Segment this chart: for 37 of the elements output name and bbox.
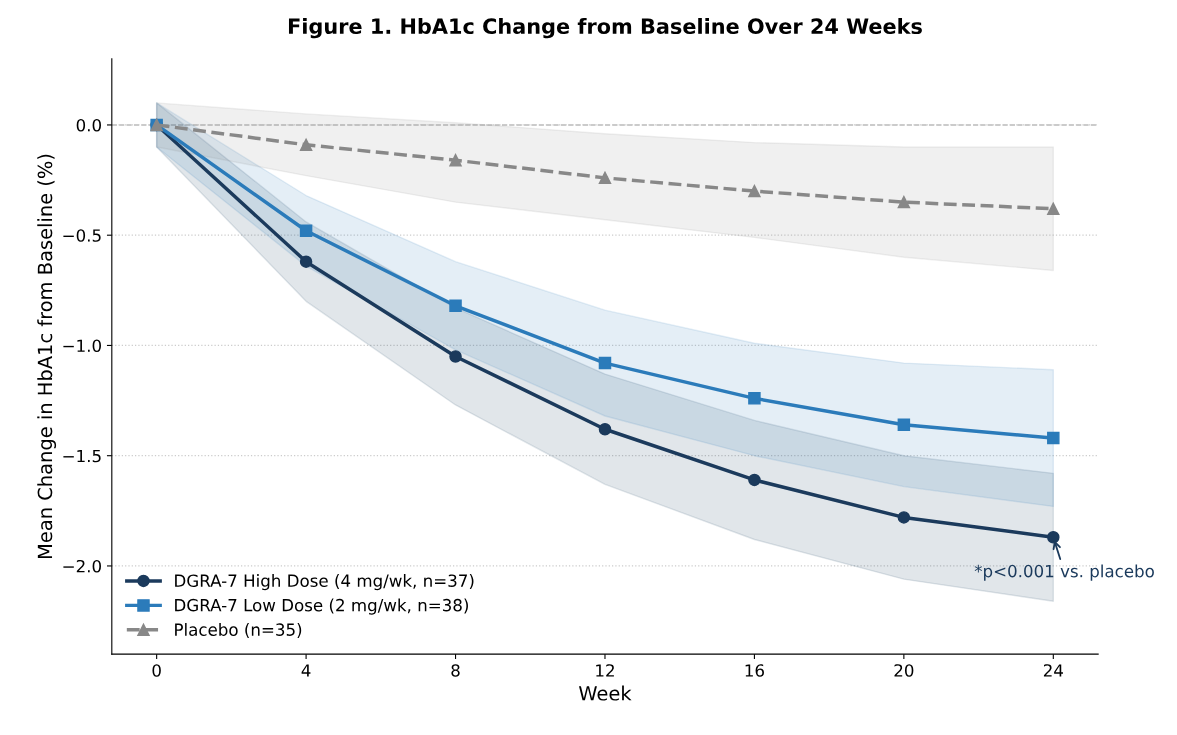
point bbox=[449, 350, 462, 363]
y-axis-title: Mean Change in HbA1c from Baseline (%) bbox=[37, 154, 57, 559]
point bbox=[598, 356, 612, 370]
point bbox=[1047, 431, 1060, 445]
point bbox=[748, 473, 761, 487]
point bbox=[299, 224, 313, 238]
point bbox=[897, 511, 911, 524]
y-tick-label: 0.0 bbox=[76, 118, 101, 132]
point bbox=[748, 184, 761, 198]
y-tick-label: −1.5 bbox=[63, 449, 101, 463]
y-tick-label: −1.0 bbox=[63, 339, 101, 353]
point bbox=[1047, 531, 1060, 544]
x-tick-label: 4 bbox=[301, 664, 311, 677]
legend-label: Placebo (n=35) bbox=[175, 623, 302, 638]
point bbox=[1047, 202, 1060, 215]
x-tick-label: 0 bbox=[152, 664, 161, 677]
y-tick-label: −2.0 bbox=[63, 559, 101, 573]
chart-title: Figure 1. HbA1c Change from Baseline Over 24 Weeks bbox=[288, 17, 922, 39]
x-tick-label: 16 bbox=[745, 664, 764, 677]
annotation: *p<0.001 vs. placebo bbox=[974, 564, 1154, 581]
point bbox=[598, 422, 612, 436]
x-tick-label: 20 bbox=[894, 664, 914, 677]
legend-label: DGRA-7 Low Dose (2 mg/wk, n=38) bbox=[175, 598, 468, 615]
y-tick-label: −0.5 bbox=[63, 229, 101, 242]
x-tick-label: 8 bbox=[451, 664, 460, 677]
point bbox=[299, 255, 313, 268]
point bbox=[748, 392, 761, 405]
point bbox=[449, 153, 462, 167]
point bbox=[449, 299, 462, 313]
legend-label: DGRA-7 High Dose (4 mg/wk, n=37) bbox=[175, 574, 474, 591]
point bbox=[897, 195, 911, 209]
point bbox=[897, 418, 911, 432]
point bbox=[598, 171, 612, 185]
point bbox=[299, 138, 313, 152]
x-axis-title: Week bbox=[578, 685, 632, 701]
x-tick-label: 24 bbox=[1043, 664, 1063, 677]
x-tick-label: 12 bbox=[596, 664, 614, 677]
